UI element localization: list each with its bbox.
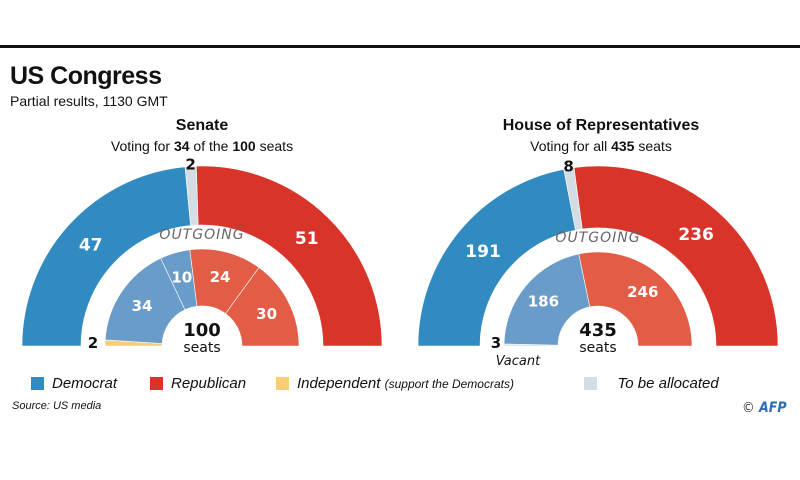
house-chart	[417, 165, 779, 347]
to-be-allocated-swatch	[584, 377, 597, 390]
independent-swatch	[276, 377, 289, 390]
outer-label-democrat: 191	[465, 242, 501, 262]
inner-label-democrat: 34	[132, 297, 153, 315]
inner-segment-democrat	[503, 253, 591, 346]
house-header: House of Representatives Voting for all …	[441, 117, 761, 154]
republican-swatch	[150, 377, 163, 390]
senate-title: Senate	[175, 117, 229, 134]
vacant-label: Vacant	[496, 354, 541, 369]
top-rule	[0, 45, 800, 48]
outer-segment-republican	[573, 165, 779, 347]
legend-democrat: Democrat	[31, 375, 117, 392]
inner-label-republican: 246	[627, 283, 658, 301]
house-title: House of Representatives	[502, 117, 700, 134]
inner-label-democrat: 186	[528, 293, 559, 311]
senate-chart	[21, 165, 383, 347]
total-seats: 435	[579, 320, 617, 341]
inner-label-independent: 2	[88, 334, 98, 352]
inner-label-vacant: 3	[491, 334, 501, 352]
legend: Democrat Republican Independent (support…	[0, 375, 800, 395]
outer-segment-democrat	[417, 168, 576, 347]
inner-segment-republican	[225, 267, 300, 347]
seats-label: seats	[183, 340, 220, 356]
page-subtitle: Partial results, 1130 GMT	[10, 93, 168, 109]
outer-label-republican: 236	[678, 225, 714, 245]
legend-to-be-allocated: To be allocated	[584, 375, 719, 392]
senate-header: Senate Voting for 34 of the 100 seats	[42, 117, 362, 154]
inner-segment-republican	[578, 251, 693, 347]
inner-label-republican: 24	[210, 268, 231, 286]
outer-label-republican: 51	[295, 229, 319, 249]
outgoing-label: OUTGOING	[555, 230, 640, 246]
democrat-swatch	[31, 377, 44, 390]
house-subtitle: Voting for all 435 seats	[530, 138, 672, 154]
afp-logo: © AFP	[742, 400, 787, 416]
legend-republican: Republican	[150, 375, 246, 392]
seats-label: seats	[579, 340, 616, 356]
page-title: US Congress	[10, 62, 162, 90]
total-seats: 100	[183, 320, 221, 341]
outgoing-label: OUTGOING	[159, 227, 244, 243]
source-note: Source: US media	[12, 400, 102, 412]
inner-label-republican: 30	[256, 305, 277, 323]
legend-independent: Independent (support the Democrats)	[276, 375, 514, 392]
outer-label-to-be-allocated: 2	[185, 155, 195, 173]
outer-label-democrat: 47	[79, 236, 103, 256]
outer-label-to-be-allocated: 8	[563, 157, 573, 175]
senate-subtitle: Voting for 34 of the 100 seats	[110, 138, 294, 154]
inner-label-democrat: 10	[171, 268, 192, 286]
outer-segment-republican	[196, 165, 383, 347]
